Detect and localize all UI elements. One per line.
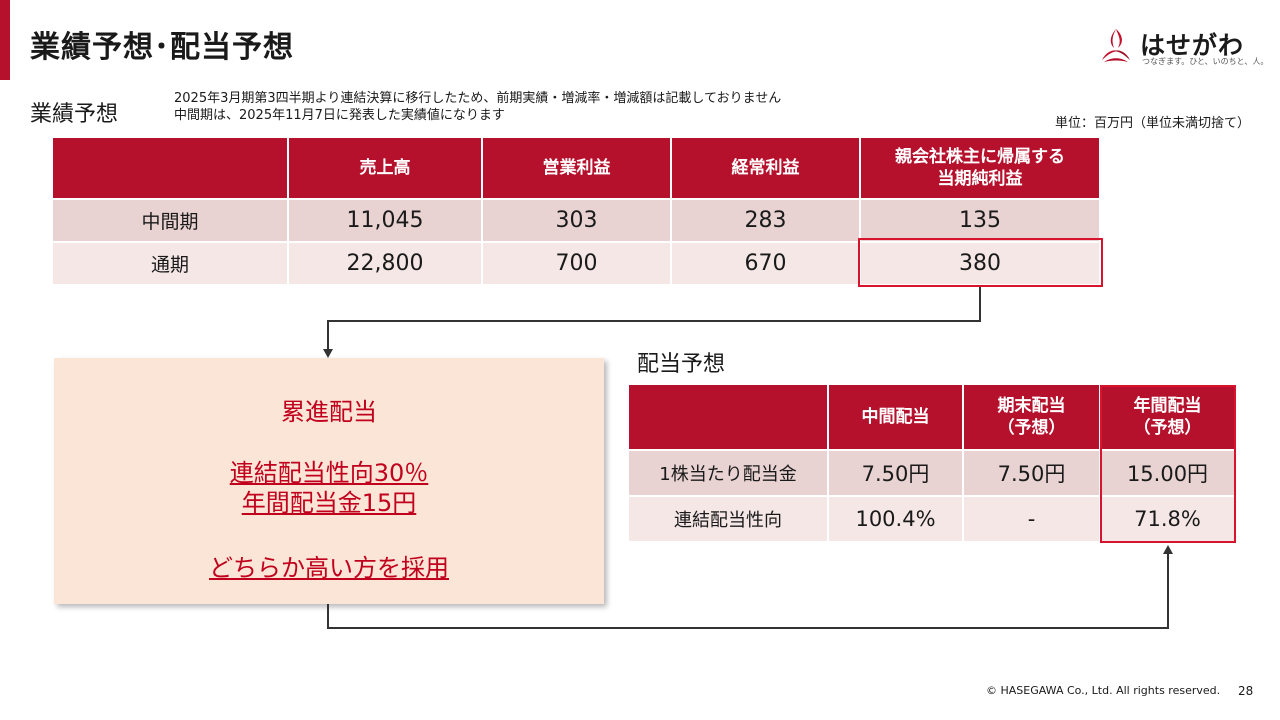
dividend-header-interim: 中間配当 — [829, 385, 964, 449]
forecast-header-ordinary-profit: 経常利益 — [672, 138, 861, 198]
logo-tagline: つなぎます。ひと、いのちと、人。 — [1142, 57, 1269, 66]
dividend-header-blank — [629, 385, 829, 449]
dividend-header-annual-line2: （予想） — [1133, 418, 1202, 438]
policy-title: 累進配当 — [281, 398, 377, 426]
forecast-note-consolidation: 2025年3月期第3四半期より連結決算に移行したため、前期実績・増減率・増減額は… — [174, 91, 782, 106]
row-label: 連結配当性向 — [629, 495, 829, 541]
dividend-table: 中間配当 期末配当 （予想） 年間配当 （予想） 1株当たり配当金 7.50円 … — [629, 385, 1236, 541]
forecast-header-net-profit-line2: 当期純利益 — [937, 169, 1023, 189]
connector-line — [1167, 553, 1169, 629]
dividend-row-payout-ratio: 連結配当性向 100.4% - 71.8% — [629, 495, 1236, 541]
connector-line — [979, 287, 981, 322]
logo-name: はせがわ — [1140, 31, 1245, 60]
forecast-note-interim: 中間期は、2025年11月7日に発表した実績値になります — [174, 108, 505, 123]
dividend-header-interim-line1: 中間配当 — [861, 407, 930, 427]
connector-line — [327, 320, 981, 322]
connector-line — [327, 627, 1169, 629]
dividend-header-year-end: 期末配当 （予想） — [964, 385, 1101, 449]
connector-line — [327, 320, 329, 350]
hasegawa-flame-logo-icon — [1102, 29, 1130, 62]
row-label: 通期 — [53, 241, 289, 284]
row-label: 1株当たり配当金 — [629, 449, 829, 495]
dividend-header-year-end-line2: （予想） — [997, 418, 1066, 438]
net-profit-highlight-box — [858, 238, 1103, 287]
table-cell: 700 — [483, 241, 672, 284]
policy-annual-dividend: 年間配当金15円 — [241, 489, 417, 517]
table-cell: 670 — [672, 241, 861, 284]
copyright-text: © HASEGAWA Co., Ltd. All rights reserved… — [986, 684, 1221, 697]
policy-payout-ratio: 連結配当性向30％ — [229, 459, 429, 487]
company-logo: はせがわ つなぎます。ひと、いのちと、人。 — [1096, 26, 1268, 70]
forecast-row-interim: 中間期 11,045 303 283 135 — [53, 198, 1101, 241]
forecast-header-net-profit: 親会社株主に帰属する 当期純利益 — [861, 138, 1101, 198]
dividend-header-annual-line1: 年間配当 — [1133, 396, 1202, 416]
page-title: 業績予想･配当予想 — [30, 30, 294, 65]
page-number: 28 — [1238, 684, 1254, 698]
forecast-header-net-profit-line1: 親会社株主に帰属する — [895, 147, 1065, 167]
table-cell: 11,045 — [289, 198, 483, 241]
arrow-up-icon — [1163, 545, 1173, 554]
table-cell: - — [964, 495, 1101, 541]
policy-adopt-higher: どちらか高い方を採用 — [209, 554, 449, 582]
forecast-header-sales: 売上高 — [289, 138, 483, 198]
table-cell: 7.50円 — [829, 449, 964, 495]
arrow-down-icon — [323, 349, 333, 358]
dividend-section-title: 配当予想 — [637, 352, 726, 377]
forecast-section-title: 業績予想 — [30, 102, 119, 127]
dividend-header-row: 中間配当 期末配当 （予想） 年間配当 （予想） — [629, 385, 1236, 449]
table-cell: 283 — [672, 198, 861, 241]
row-label: 中間期 — [53, 198, 289, 241]
table-cell: 303 — [483, 198, 672, 241]
connector-line — [327, 604, 329, 628]
forecast-table: 売上高 営業利益 経常利益 親会社株主に帰属する 当期純利益 中間期 11,04… — [53, 138, 1101, 284]
table-cell: 7.50円 — [964, 449, 1101, 495]
forecast-header-operating-profit: 営業利益 — [483, 138, 672, 198]
table-cell: 380 — [861, 241, 1101, 284]
unit-note: 単位：百万円（単位未満切捨て） — [1054, 116, 1250, 131]
forecast-header-blank — [53, 138, 289, 198]
dividend-header-annual: 年間配当 （予想） — [1101, 385, 1236, 449]
table-cell: 15.00円 — [1101, 449, 1236, 495]
table-cell: 135 — [861, 198, 1101, 241]
table-cell: 100.4% — [829, 495, 964, 541]
annual-dividend-highlight-box — [1100, 385, 1236, 543]
forecast-row-full-year: 通期 22,800 700 670 380 — [53, 241, 1101, 284]
dividend-row-per-share: 1株当たり配当金 7.50円 7.50円 15.00円 — [629, 449, 1236, 495]
dividend-policy-box: 累進配当 連結配当性向30％ 年間配当金15円 どちらか高い方を採用 — [54, 358, 604, 604]
table-cell: 22,800 — [289, 241, 483, 284]
dividend-header-year-end-line1: 期末配当 — [997, 396, 1066, 416]
forecast-header-row: 売上高 営業利益 経常利益 親会社株主に帰属する 当期純利益 — [53, 138, 1101, 198]
title-accent-bar — [0, 0, 10, 80]
